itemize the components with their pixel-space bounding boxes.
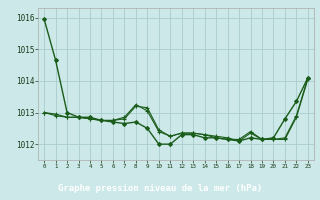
Text: Graphe pression niveau de la mer (hPa): Graphe pression niveau de la mer (hPa) xyxy=(58,184,262,193)
